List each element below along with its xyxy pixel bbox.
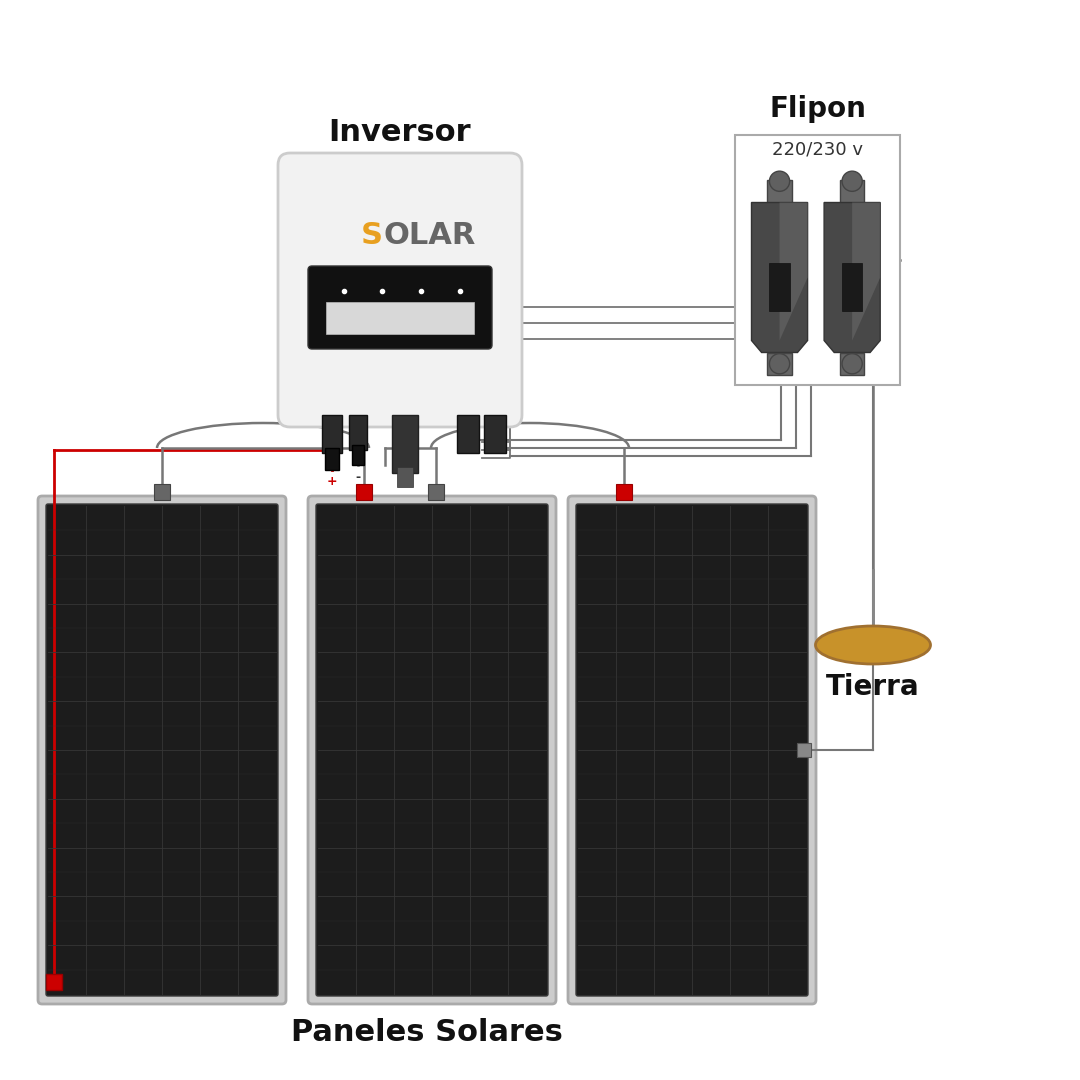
Polygon shape (852, 203, 880, 340)
Polygon shape (824, 203, 880, 352)
Text: Inversor: Inversor (328, 118, 471, 147)
Text: Flipon: Flipon (769, 95, 866, 123)
Bar (797, 743, 811, 757)
Bar (484, 415, 507, 453)
Text: -: - (355, 471, 361, 484)
Circle shape (769, 353, 789, 374)
Polygon shape (752, 203, 808, 352)
Bar (356, 484, 372, 500)
Bar (842, 262, 862, 311)
Bar (840, 352, 864, 375)
FancyBboxPatch shape (278, 153, 522, 427)
FancyBboxPatch shape (46, 504, 278, 996)
Circle shape (769, 171, 789, 191)
FancyBboxPatch shape (576, 504, 808, 996)
FancyBboxPatch shape (38, 496, 286, 1004)
Bar (767, 352, 792, 375)
Polygon shape (780, 203, 808, 340)
FancyBboxPatch shape (568, 496, 816, 1004)
Bar (352, 445, 364, 465)
Circle shape (842, 353, 862, 374)
Ellipse shape (815, 626, 931, 664)
Bar (46, 974, 62, 990)
Bar (840, 180, 864, 203)
FancyBboxPatch shape (316, 504, 548, 996)
Text: S: S (361, 220, 383, 249)
Bar (154, 484, 170, 500)
Bar (397, 467, 413, 487)
Bar (326, 302, 474, 334)
Text: Tierra: Tierra (826, 673, 920, 701)
Bar (325, 448, 339, 470)
FancyBboxPatch shape (735, 135, 900, 384)
Text: 220/230 v: 220/230 v (772, 140, 863, 158)
Bar (457, 415, 480, 453)
Bar (349, 415, 367, 450)
Bar (322, 415, 342, 453)
Bar (392, 415, 418, 473)
Bar (767, 180, 792, 203)
Text: OLAR: OLAR (383, 220, 476, 249)
Text: Paneles Solares: Paneles Solares (292, 1018, 563, 1047)
FancyBboxPatch shape (308, 266, 492, 349)
Bar (769, 262, 789, 311)
Circle shape (842, 171, 862, 191)
FancyBboxPatch shape (308, 496, 556, 1004)
Bar (428, 484, 444, 500)
Text: +: + (326, 475, 337, 488)
Bar (616, 484, 632, 500)
